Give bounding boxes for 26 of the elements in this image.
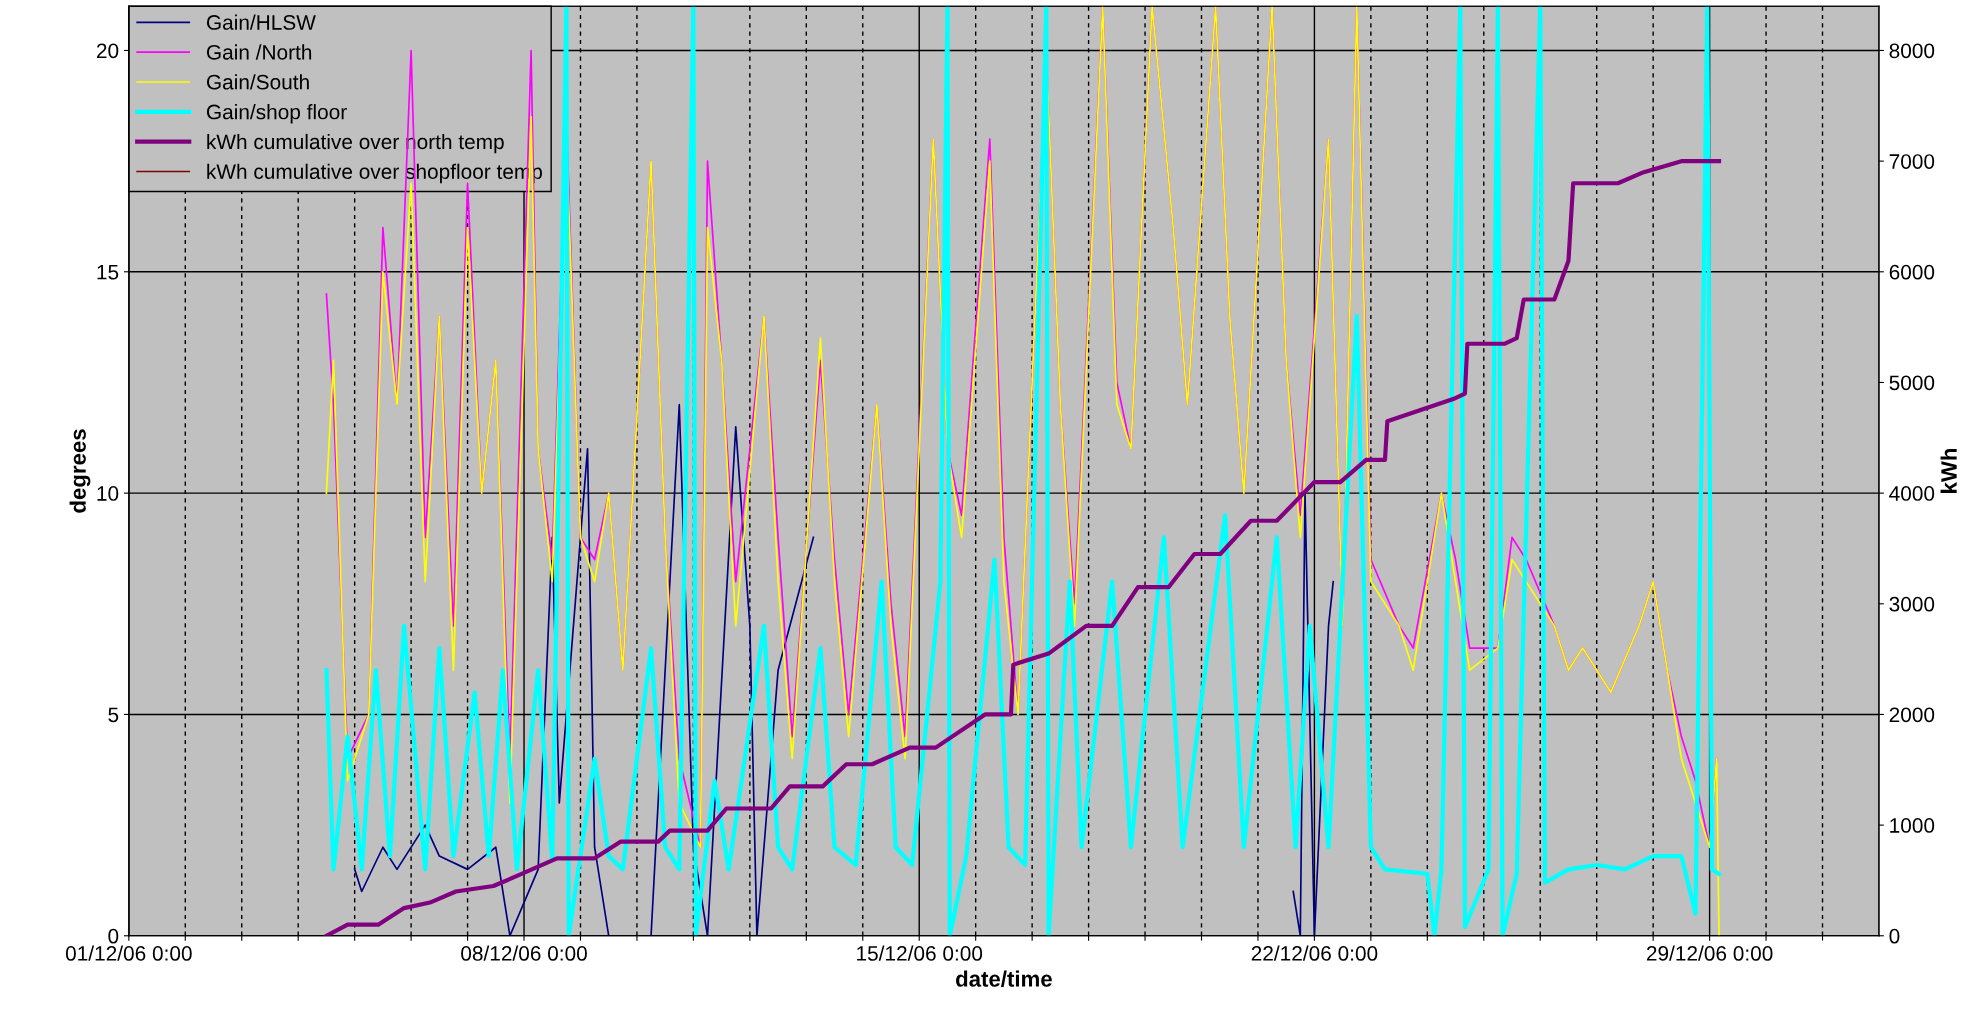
x-tick-label: 15/12/06 0:00 [857, 945, 983, 961]
y-tick-label: 20 [96, 43, 119, 59]
y2-tick-label: 5000 [1889, 375, 1935, 391]
y-tick-label: 5 [108, 707, 119, 723]
x-tick-label: 22/12/06 0:00 [1251, 945, 1378, 961]
legend-label: Gain/shop floor [206, 104, 347, 124]
y2-tick-label: 1000 [1890, 818, 1935, 833]
y2-tick-label: 2000 [1889, 707, 1935, 723]
y2-tick-label: 7000 [1889, 154, 1935, 169]
y-tick-label: 10 [97, 486, 119, 501]
y-axis-title: degrees [69, 429, 91, 513]
legend-label: Gain/South [206, 74, 309, 90]
y-tick-label: 15 [97, 265, 119, 280]
x-tick-label: 29/12/06 0:00 [1646, 945, 1773, 961]
legend-label: Gain/HLSW [206, 14, 316, 30]
y2-axis-title: kWh [1940, 448, 1957, 493]
y-tick-label: 0 [108, 928, 119, 944]
y2-tick-label: 3000 [1889, 596, 1935, 612]
legend-label: Gain /North [206, 44, 312, 60]
x-tick-label: 08/12/06 0:00 [461, 945, 587, 961]
y2-tick-label: 6000 [1889, 264, 1935, 280]
y2-tick-label: 4000 [1889, 486, 1935, 501]
x-tick-label: 01/12/06 0:00 [65, 945, 192, 961]
x-axis-title: date/time [956, 970, 1052, 988]
y2-tick-label: 8000 [1889, 43, 1935, 59]
y2-tick-label: 0 [1889, 928, 1900, 944]
